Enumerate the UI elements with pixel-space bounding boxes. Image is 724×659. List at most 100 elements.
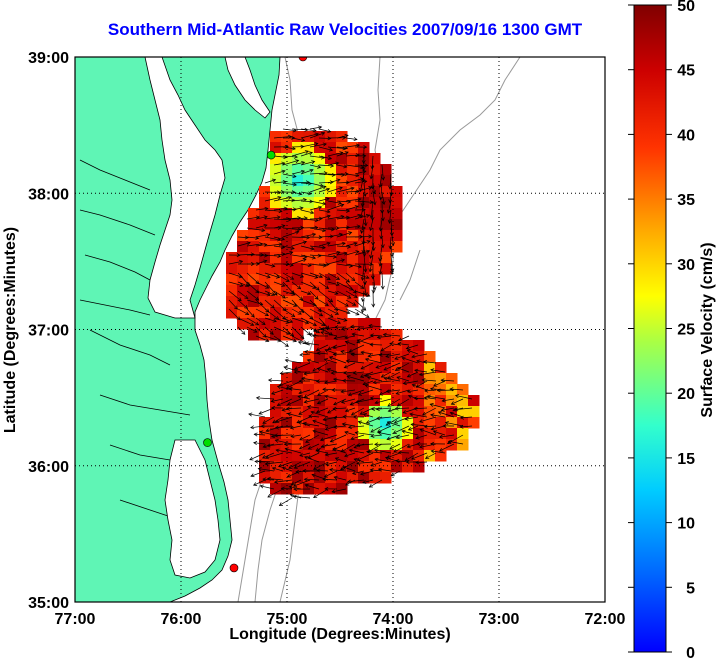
velocity-cell — [281, 450, 293, 462]
velocity-arrow — [363, 164, 365, 182]
velocity-arrow — [237, 290, 249, 299]
velocity-cell — [413, 373, 425, 385]
velocity-cell — [303, 142, 315, 154]
velocity-cell — [336, 263, 348, 275]
velocity-arrow — [273, 196, 292, 202]
velocity-cell — [292, 153, 304, 165]
velocity-cell — [336, 329, 348, 341]
velocity-arrowhead — [298, 445, 304, 450]
velocity-arrow — [282, 290, 296, 296]
velocity-arrow — [431, 425, 446, 430]
velocity-arrow — [401, 357, 419, 364]
velocity-arrowhead — [291, 313, 296, 317]
velocity-cell — [314, 296, 326, 308]
velocity-arrowhead — [387, 408, 392, 413]
velocity-arrow — [264, 263, 275, 267]
velocity-arrowhead — [322, 417, 327, 422]
velocity-arrowhead — [291, 190, 296, 195]
velocity-cell — [281, 461, 293, 473]
velocity-arrow — [427, 395, 446, 400]
velocity-arrowhead — [292, 182, 297, 187]
velocity-arrowhead — [310, 210, 315, 215]
velocity-arrowhead — [315, 329, 321, 334]
velocity-arrowhead — [333, 335, 338, 340]
velocity-arrow — [330, 434, 347, 443]
velocity-arrow — [377, 335, 392, 338]
velocity-arrowhead — [331, 489, 336, 494]
velocity-arrow — [327, 173, 345, 176]
velocity-arrowhead — [334, 311, 340, 315]
velocity-cell — [413, 406, 425, 418]
velocity-arrowhead — [256, 261, 261, 266]
velocity-arrowhead — [324, 348, 329, 353]
velocity-arrow — [370, 245, 374, 259]
velocity-arrow — [336, 216, 350, 220]
velocity-arrow — [354, 180, 367, 184]
velocity-arrowhead — [440, 407, 445, 412]
velocity-arrow — [291, 217, 308, 220]
velocity-arrow — [449, 388, 464, 391]
velocity-arrowhead — [262, 444, 267, 449]
velocity-arrow — [271, 389, 284, 395]
velocity-arrowhead — [290, 198, 296, 203]
velocity-arrow — [309, 227, 326, 232]
velocity-cell — [314, 175, 326, 187]
velocity-arrow — [370, 164, 374, 179]
velocity-arrowhead — [299, 206, 304, 211]
velocity-cell — [314, 285, 326, 297]
velocity-arrow — [370, 425, 383, 433]
velocity-cell — [270, 252, 282, 264]
velocity-arrowhead — [289, 493, 294, 498]
velocity-arrowhead — [377, 431, 382, 435]
velocity-arrowhead — [323, 473, 328, 478]
velocity-arrowhead — [440, 378, 445, 383]
velocity-arrowhead — [324, 426, 329, 431]
velocity-arrowhead — [303, 371, 308, 376]
velocity-arrowhead — [301, 376, 306, 381]
velocity-cell — [358, 461, 370, 473]
velocity-arrowhead — [340, 389, 345, 394]
velocity-arrow — [265, 461, 284, 465]
velocity-arrowhead — [416, 442, 421, 446]
velocity-cell — [369, 340, 381, 352]
velocity-arrow — [294, 461, 311, 469]
velocity-cell — [303, 208, 315, 220]
velocity-arrow — [445, 422, 464, 427]
velocity-arrowhead — [347, 425, 353, 430]
velocity-arrowhead — [284, 343, 289, 347]
velocity-arrow — [341, 389, 356, 393]
velocity-arrow — [228, 281, 244, 287]
velocity-arrow — [271, 398, 284, 402]
velocity-arrowhead — [263, 242, 268, 247]
velocity-arrowhead — [363, 222, 368, 227]
velocity-arrow — [256, 397, 275, 400]
velocity-cell — [358, 472, 370, 484]
velocity-arrowhead — [295, 230, 300, 235]
velocity-arrowhead — [292, 174, 297, 179]
velocity-arrow — [345, 214, 361, 220]
velocity-arrow — [372, 236, 375, 251]
velocity-cell — [259, 197, 271, 209]
velocity-cell — [325, 186, 337, 198]
velocity-arrow — [275, 425, 293, 429]
velocity-arrowhead — [263, 223, 268, 228]
velocity-cell — [270, 263, 282, 275]
x-tick-label: 74:00 — [373, 611, 414, 628]
velocity-cell — [391, 461, 403, 473]
velocity-cell — [435, 450, 447, 462]
velocity-arrowhead — [405, 345, 410, 350]
velocity-cell — [336, 362, 348, 374]
velocity-arrow — [451, 398, 464, 405]
velocity-arrowhead — [340, 399, 346, 404]
velocity-arrowhead — [298, 191, 303, 196]
velocity-arrowhead — [352, 414, 357, 419]
velocity-cell — [303, 307, 315, 319]
velocity-arrowhead — [423, 395, 428, 400]
velocity-arrowhead — [317, 164, 322, 169]
velocity-arrow — [345, 308, 360, 316]
velocity-arrow — [309, 143, 327, 148]
velocity-arrowhead — [297, 285, 302, 290]
velocity-arrow — [316, 450, 329, 454]
velocity-arrow — [246, 236, 259, 239]
velocity-arrowhead — [319, 312, 324, 317]
